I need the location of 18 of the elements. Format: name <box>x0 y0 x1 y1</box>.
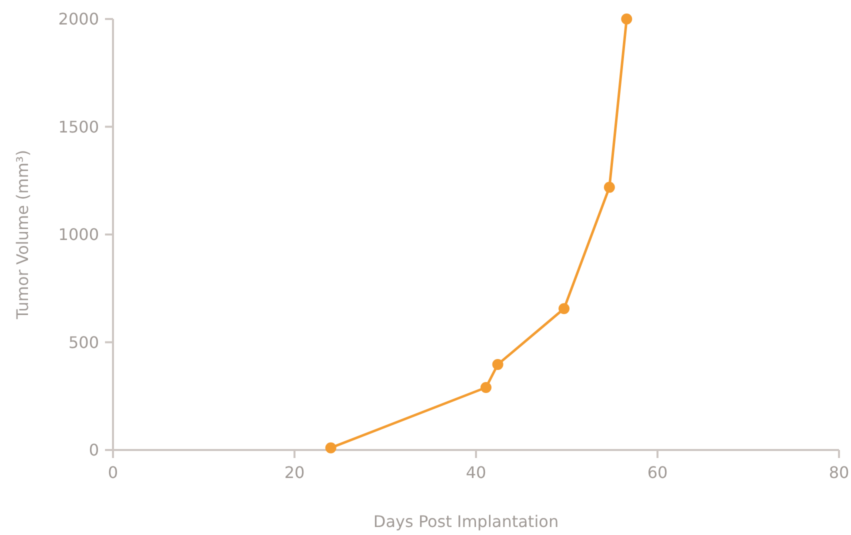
point <box>492 358 504 370</box>
x-axis-title: Days Post Implantation <box>373 512 559 531</box>
y-tick-label: 1500 <box>58 117 99 136</box>
y-tick-label: 2000 <box>58 10 99 29</box>
point <box>558 303 570 314</box>
y-tick-label: 500 <box>68 332 99 352</box>
y-tick-label: 0 <box>88 440 99 460</box>
x-tick-label: 20 <box>284 463 305 482</box>
point <box>621 14 632 24</box>
y-axis-title: Tumor Volume (mm³) <box>13 150 32 320</box>
y-tick-label: 1000 <box>58 225 99 244</box>
x-tick-label: 0 <box>108 463 118 482</box>
point <box>604 182 615 193</box>
x-tick-label: 80 <box>828 463 850 482</box>
point <box>325 442 336 454</box>
x-tick-label: 40 <box>466 463 486 482</box>
x-tick-label: 60 <box>647 463 668 482</box>
point <box>480 382 492 394</box>
